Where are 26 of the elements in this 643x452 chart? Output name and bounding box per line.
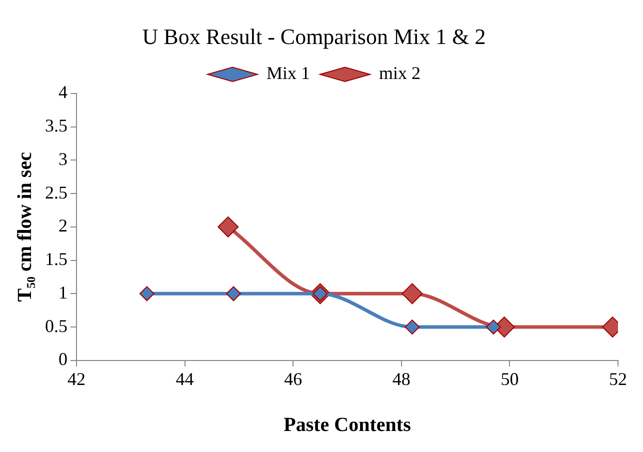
y-tick-label: 3 — [58, 148, 68, 169]
y-tick-label: 2 — [58, 216, 68, 236]
x-tick-label: 50 — [500, 368, 519, 389]
point — [226, 286, 242, 302]
y-tick-label: 4 — [58, 82, 68, 102]
chart-title: U Box Result - Comparison Mix 1 & 2 — [142, 24, 486, 49]
x-tick-label: 48 — [392, 368, 410, 389]
y-tick-label: 3.5 — [45, 116, 68, 136]
legend-label: Mix 1 — [266, 63, 310, 84]
y-axis-title: T₅₀ cm flow in sec — [14, 152, 36, 302]
legend-label: mix 2 — [379, 63, 421, 84]
point — [402, 283, 423, 304]
y-tick-label: 0.5 — [45, 316, 68, 336]
y-tick-label: 1.5 — [45, 249, 68, 270]
x-axis-title: Paste Contents — [284, 414, 412, 436]
y-tick-label: 2.5 — [45, 182, 68, 202]
x-tick-label: 42 — [68, 368, 86, 389]
y-tick-label: 0 — [58, 349, 68, 370]
y-tick-label: 1 — [58, 282, 68, 302]
x-tick-label: 44 — [176, 368, 194, 389]
x-tick-label: 52 — [609, 368, 627, 389]
point — [139, 286, 154, 302]
x-tick-label: 46 — [284, 368, 302, 389]
point — [486, 320, 501, 335]
point — [218, 216, 239, 238]
point — [404, 320, 420, 335]
